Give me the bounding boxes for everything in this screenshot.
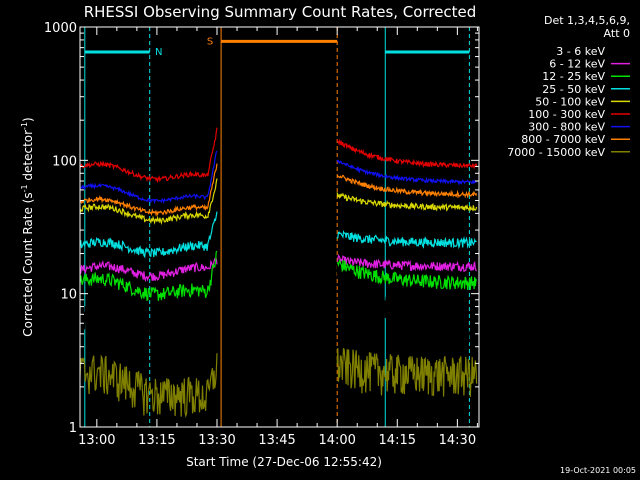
series-line-pre: [79, 211, 218, 259]
series-line-post: [336, 253, 477, 272]
x-tick-label: 13:45: [258, 433, 295, 448]
legend-label: 800 - 7000 keV: [521, 133, 605, 146]
legend-header-line2: Att 0: [604, 27, 630, 40]
legend-label: 100 - 300 keV: [528, 108, 605, 121]
y-tick-label: 1000: [44, 21, 77, 36]
y-tick-label: 10: [60, 288, 77, 303]
legend-label: 6 - 12 keV: [549, 58, 605, 71]
series-line-post: [336, 192, 478, 212]
series-line-post: [336, 138, 478, 170]
series-line-post: [336, 348, 478, 397]
y-axis: 1 10 100 1000: [44, 21, 479, 436]
legend-label: 50 - 100 keV: [535, 95, 605, 108]
series-line-post: [336, 159, 477, 186]
segment-label: N: [155, 47, 162, 58]
x-tick-label: 13:00: [78, 433, 115, 448]
observing-segments: NS: [84, 27, 470, 427]
x-tick-label: 13:30: [198, 433, 235, 448]
x-tick-label: 14:15: [379, 433, 416, 448]
x-axis-label: Start Time (27-Dec-06 12:55:42): [186, 455, 382, 469]
series-line-pre: [79, 127, 218, 184]
x-tick-label: 14:00: [318, 433, 355, 448]
legend-label: 300 - 800 keV: [528, 121, 605, 134]
series-line-pre: [79, 163, 218, 218]
x-axis: 13:00 13:15 13:30 13:45 14:00 14:15 14:30: [78, 27, 478, 448]
series-line-pre: [79, 254, 218, 347]
x-tick-label: 13:15: [138, 433, 175, 448]
series-line-pre: [79, 250, 218, 302]
legend-label: 25 - 50 keV: [542, 83, 605, 96]
series-line-pre: [79, 353, 218, 418]
series-line-pre: [79, 257, 218, 283]
x-tick-label: 14:30: [439, 433, 476, 448]
series-line-post: [336, 174, 478, 199]
chart-title: RHESSI Observing Summary Count Rates, Co…: [84, 3, 477, 21]
series-line-pre: [79, 178, 218, 226]
series-lines: [79, 127, 478, 418]
timestamp-footer: 19-Oct-2021 00:05: [560, 466, 636, 475]
legend-label: 7000 - 15000 keV: [507, 146, 605, 159]
legend-label: 12 - 25 keV: [542, 70, 605, 83]
series-line-post: [336, 261, 478, 345]
segment-label: S: [207, 36, 213, 47]
series-line-pre: [79, 150, 218, 205]
y-tick-label: 100: [52, 154, 77, 169]
legend-label: 3 - 6 keV: [556, 45, 605, 58]
series-line-post: [336, 259, 478, 290]
legend-header-line1: Det 1,3,4,5,6,9,: [544, 14, 630, 27]
y-tick-label: 1: [69, 421, 77, 436]
y-axis-label: Corrected Count Rate (s-1 detector-1): [20, 117, 35, 336]
series-line-post: [336, 229, 477, 250]
plot-frame: [79, 26, 480, 428]
